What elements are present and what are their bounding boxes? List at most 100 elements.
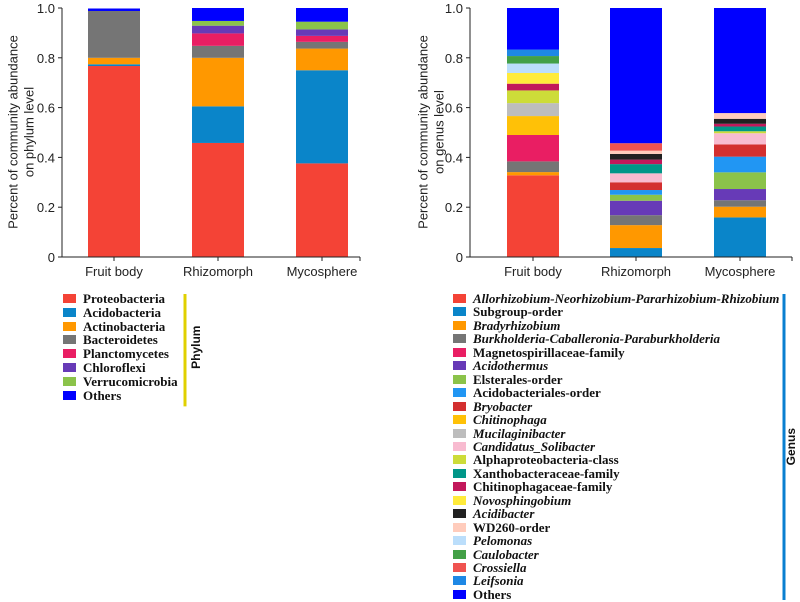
bar-segment-subgroup-order [610, 248, 662, 257]
legend-swatch [453, 428, 466, 438]
bar-segment-acidobacteria [296, 70, 348, 164]
legend-label: Acidobacteriales-order [473, 385, 601, 401]
bar-segment-bradyrhizobium [507, 172, 559, 176]
bar-segment-pelomonas [507, 63, 559, 73]
y-tick-label: 1.0 [37, 1, 55, 16]
legend-swatch [453, 455, 466, 465]
y-tick-label: 0 [456, 250, 463, 265]
bar-segment-others [507, 8, 559, 50]
bar-segment-acidothermus [714, 189, 766, 201]
bar-segment-chitinophaga [507, 116, 559, 135]
legend-swatch [453, 522, 466, 532]
legend-label: Mucilaginibacter [473, 425, 566, 441]
bar-segment-mucilaginibacter [507, 103, 559, 117]
bar-segment-others [88, 8, 140, 11]
legend-swatch [453, 320, 466, 330]
bar-segment-alphaproteobacteria-class [507, 90, 559, 104]
legend-title: Phylum [189, 326, 203, 369]
bar-segment-acidobacteriales-order [714, 156, 766, 173]
bar-segment-acidobacteria [192, 106, 244, 143]
legend-label: Chitinophagaceae-family [473, 479, 613, 495]
legend-swatch [453, 388, 466, 398]
legend-swatch [453, 347, 466, 357]
bar-segment-chitinophagaceae-family [714, 123, 766, 127]
bar-segment-proteobacteria [192, 142, 244, 257]
bar-segment-alphaproteobacteria-class [714, 131, 766, 134]
y-tick-label: 1.0 [445, 1, 463, 16]
legend-swatch [453, 495, 466, 505]
legend-swatch [453, 415, 466, 425]
legend-label: Bradyrhizobium [473, 317, 561, 333]
legend-swatch [453, 536, 466, 546]
bar-segment-verrucomicrobia [296, 21, 348, 30]
legend-label: Novosphingobium [473, 492, 572, 508]
bar-segment-chitinophagaceae-family [610, 159, 662, 165]
bar-segment-acidibacter [610, 153, 662, 160]
bar-segment-acidibacter [714, 118, 766, 124]
legend-label: Acidothermus [473, 358, 549, 374]
y-axis-label: on phylum level [21, 87, 36, 177]
y-axis-label: Percent of community abundance [415, 35, 430, 229]
bar-segment-elsterales-order [610, 194, 662, 201]
legend-label: Pelomonas [473, 533, 533, 549]
bar-segment-proteobacteria [88, 66, 140, 257]
legend-swatch [63, 307, 76, 317]
y-tick-label: 0.4 [37, 150, 55, 165]
legend-title: Genus [784, 428, 798, 466]
bar-segment-others [296, 8, 348, 22]
legend-label: Bacteroidetes [83, 332, 158, 348]
legend-label: Acidibacter [473, 506, 535, 522]
legend-label: Candidatus_Solibacter [473, 438, 596, 454]
bar-segment-magnetospirillaceae-family [507, 134, 559, 162]
bar-segment-chitinophagaceae-family [507, 83, 559, 91]
y-tick-label: 0.6 [37, 101, 55, 116]
legend-swatch [453, 509, 466, 519]
legend-label: Xanthobacteraceae-family [473, 465, 620, 481]
legend-label: Chloroflexi [83, 360, 146, 375]
legend-label: Others [473, 586, 512, 602]
bar-segment-actinobacteria [296, 48, 348, 71]
legend-swatch [453, 307, 466, 317]
bar-segment-wd260-order [610, 150, 662, 154]
y-tick-label: 0.8 [37, 51, 55, 66]
legend-swatch [453, 576, 466, 586]
y-tick-label: 0.2 [37, 200, 55, 215]
legend-swatch [453, 374, 466, 384]
bar-segment-bryobacter [714, 144, 766, 157]
bar-segment-burkholderia-caballeronia-paraburkholderia [610, 215, 662, 226]
legend-label: Caulobacter [473, 546, 539, 562]
bar-segment-planctomycetes [192, 33, 244, 46]
bar-segment-chloroflexi [296, 29, 348, 36]
y-axis-label: Percent of community abundance [5, 35, 20, 229]
bar-segment-novosphingobium [507, 72, 559, 84]
legend-label: Subgroup-order [473, 304, 564, 320]
bar-segment-xanthobacteraceae-family [714, 126, 766, 132]
y-tick-label: 0 [48, 250, 55, 265]
bar-segment-others [192, 8, 244, 21]
legend-swatch [63, 376, 76, 386]
bar-segment-leifsonia [507, 49, 559, 57]
bar-segment-others [714, 8, 766, 114]
y-tick-label: 0.8 [445, 51, 463, 66]
legend-label: Actinobacteria [83, 318, 166, 334]
legend-swatch [453, 468, 466, 478]
legend-label: Allorhizobium-Neorhizobium-Pararhizobium… [473, 291, 780, 306]
bar-segment-actinobacteria [192, 57, 244, 107]
y-tick-label: 0.4 [445, 150, 463, 165]
bar-segment-burkholderia-caballeronia-paraburkholderia [507, 161, 559, 173]
x-tick-label: Mycosphere [287, 264, 358, 279]
bar-segment-xanthobacteraceae-family [610, 164, 662, 174]
x-tick-label: Fruit body [85, 264, 143, 279]
bar-segment-verrucomicrobia [192, 20, 244, 26]
x-tick-label: Fruit body [504, 264, 562, 279]
legend-swatch [63, 349, 76, 359]
legend-swatch [453, 401, 466, 411]
bar-segment-allorhizobium-neorhizobium-pararhizobium-rhizobium [507, 175, 559, 257]
y-tick-label: 0.2 [445, 200, 463, 215]
bar-segment-chloroflexi [192, 25, 244, 34]
bar-segment-burkholderia-caballeronia-paraburkholderia [714, 200, 766, 207]
bar-segment-wd260-order [714, 113, 766, 119]
bar-segment-acidobacteriales-order [610, 190, 662, 195]
legend-swatch [453, 361, 466, 371]
